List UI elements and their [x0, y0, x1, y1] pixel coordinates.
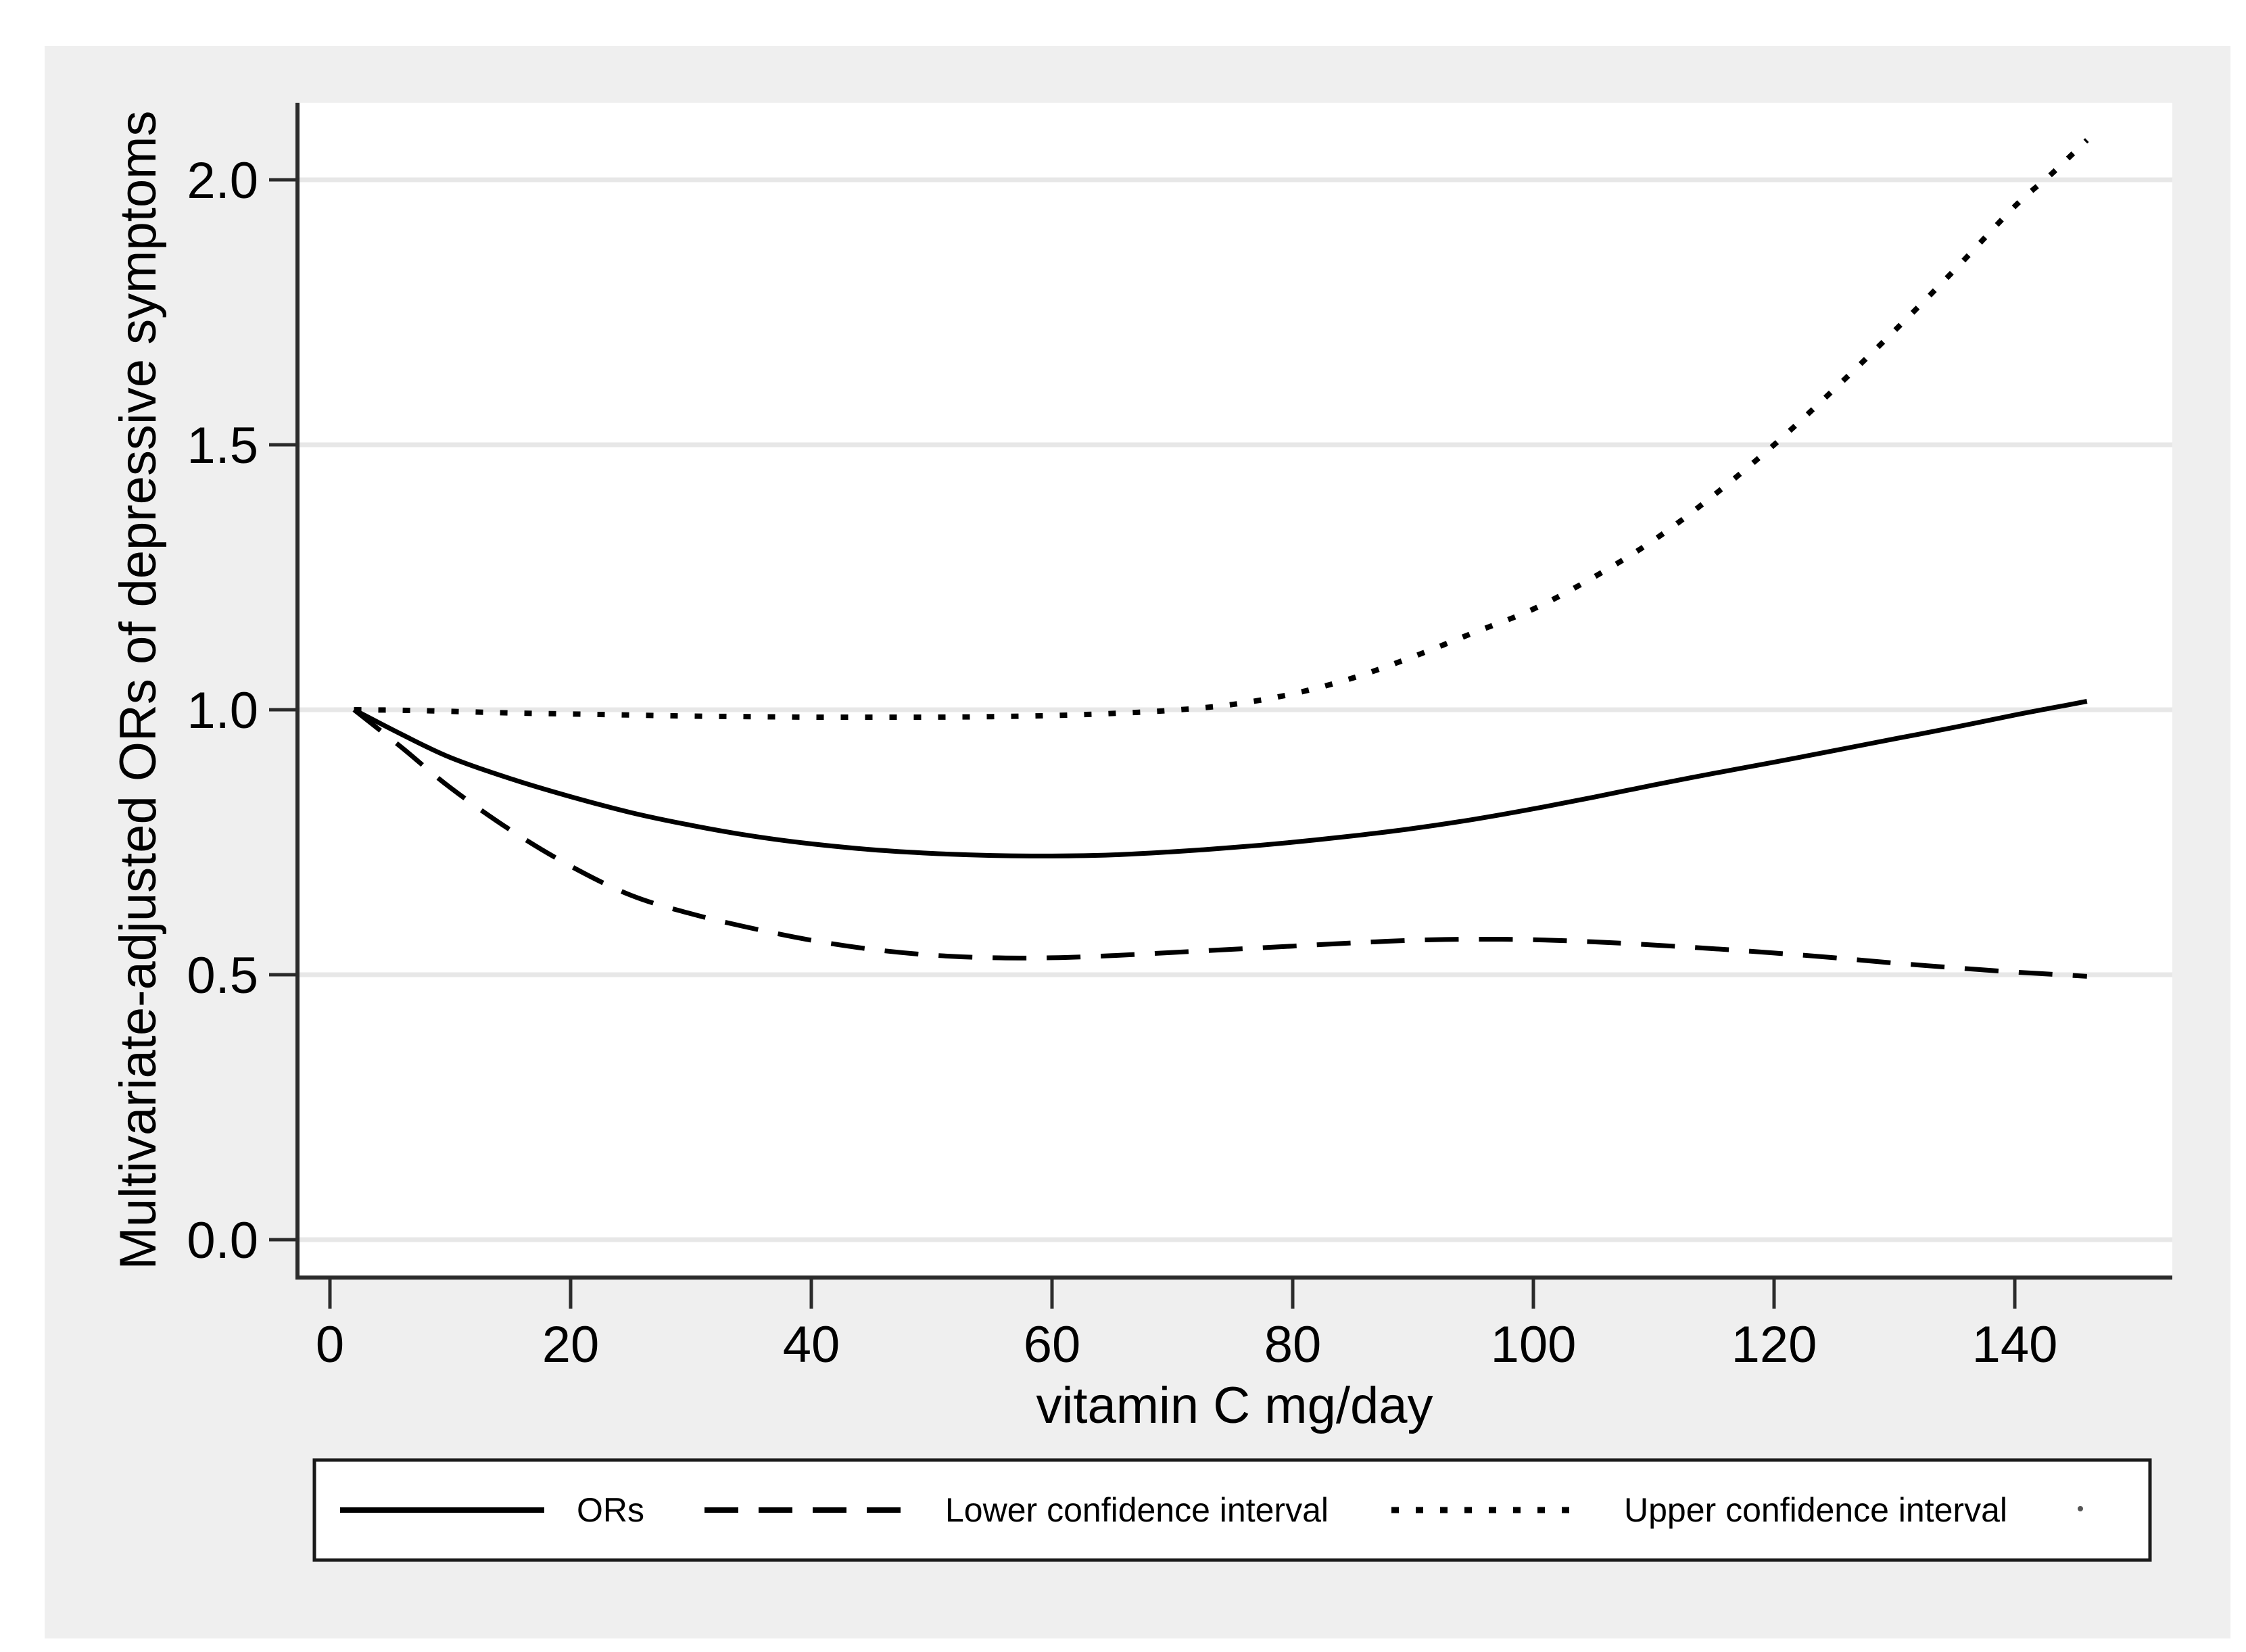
y-tick-labels: 0.0 0.5 1.0 1.5 2.0	[187, 152, 258, 1269]
x-tick-label: 0	[316, 1316, 344, 1374]
x-axis-title: vitamin C mg/day	[1036, 1377, 1433, 1434]
series-line-ors	[353, 699, 2088, 858]
gridlines	[297, 177, 2172, 1242]
x-tick-label: 100	[1491, 1316, 1577, 1374]
y-ticks	[269, 178, 297, 1242]
x-tick-label: 20	[542, 1316, 600, 1374]
x-tick-labels: 0 20 40 60 80 100 120 140	[316, 1316, 2058, 1374]
legend-box	[312, 1458, 2152, 1562]
y-tick-label: 0.5	[187, 947, 258, 1004]
y-tick-label: 0.0	[187, 1212, 258, 1269]
legend-label-upper-confidence-interval: Upper confidence interval	[1624, 1491, 2007, 1529]
curves	[352, 138, 2089, 979]
legend-items: ORs Lower confidence interval Upper confid…	[340, 1491, 2007, 1529]
legend: ORs Lower confidence interval Upper confid…	[312, 1458, 2152, 1562]
plot-area	[297, 103, 2172, 1278]
y-tick-label: 1.0	[187, 682, 258, 739]
series-line-lower-confidence-interval	[352, 708, 2088, 979]
legend-label-lower-confidence-interval: Lower confidence interval	[945, 1491, 1329, 1529]
x-tick-label: 120	[1731, 1316, 1817, 1374]
x-tick-label: 60	[1024, 1316, 1081, 1374]
x-tick-label: 40	[783, 1316, 840, 1374]
stray-mark	[2078, 1506, 2083, 1511]
y-axis-title: Multivariate-adjusted ORs of depressive …	[110, 111, 167, 1270]
x-ticks	[328, 1278, 2017, 1309]
legend-label-ors: ORs	[577, 1491, 644, 1529]
x-tick-label: 140	[1972, 1316, 2058, 1374]
y-tick-label: 1.5	[187, 417, 258, 475]
x-tick-label: 80	[1264, 1316, 1322, 1374]
y-tick-label: 2.0	[187, 152, 258, 210]
